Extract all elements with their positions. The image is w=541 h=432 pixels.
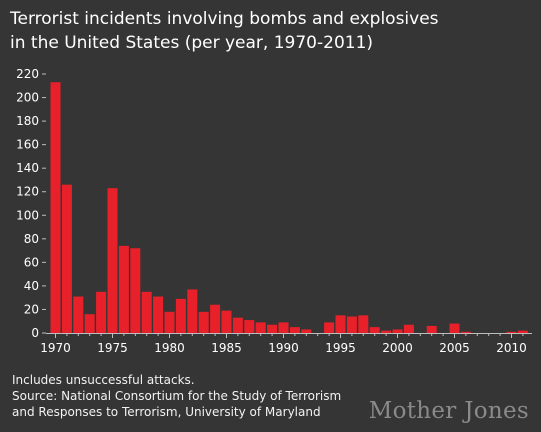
bar-1981 (175, 298, 186, 333)
bar-1983 (198, 311, 209, 333)
x-tick-label: 2005 (439, 341, 470, 355)
x-tick-label: 2000 (382, 341, 413, 355)
bar-1978 (141, 291, 152, 333)
x-tick-label: 1995 (325, 341, 356, 355)
title-line-2: in the United States (per year, 1970-201… (10, 33, 374, 53)
title-line-1: Terrorist incidents involving bombs and … (10, 9, 439, 29)
bar-1988 (255, 322, 266, 333)
bar-2011 (517, 330, 528, 333)
y-tick-label: 100 (16, 208, 39, 222)
x-tick-label: 1970 (40, 341, 71, 355)
bar-1985 (221, 310, 232, 333)
y-tick-label: 200 (16, 91, 39, 105)
bars (50, 82, 528, 333)
x-tick-label: 1985 (211, 341, 242, 355)
chart-title: Terrorist incidents involving bombs and … (10, 7, 510, 55)
bar-1984 (210, 304, 221, 333)
note-source-line-2: and Responses to Terrorism, University o… (12, 405, 321, 419)
bar-2000 (392, 329, 403, 333)
bar-1975 (107, 188, 118, 333)
bar-2010 (506, 331, 517, 333)
bar-1996 (346, 316, 357, 333)
bar-1986 (232, 317, 243, 333)
bar-1980 (164, 311, 175, 333)
bar-1989 (267, 324, 278, 333)
bar-1995 (335, 315, 346, 333)
x-tick-label: 1980 (154, 341, 185, 355)
chart-notes: Includes unsuccessful attacks. Source: N… (12, 372, 341, 420)
note-source-line-1: Source: National Consortium for the Stud… (12, 389, 342, 403)
y-tick-label: 140 (16, 161, 39, 175)
bar-2001 (403, 324, 414, 333)
bar-1994 (324, 322, 335, 333)
x-tick-label: 2010 (496, 341, 527, 355)
bar-2005 (449, 323, 460, 333)
bar-1992 (301, 329, 312, 333)
bar-1977 (130, 248, 141, 333)
bar-1979 (153, 296, 164, 333)
y-tick-label: 220 (16, 67, 39, 81)
y-tick-label: 60 (24, 255, 39, 269)
y-tick-label: 180 (16, 114, 39, 128)
bar-1973 (84, 314, 95, 333)
y-tick-label: 120 (16, 185, 39, 199)
bar-1998 (369, 327, 380, 333)
bar-1991 (289, 327, 300, 333)
bar-1987 (244, 320, 255, 333)
bar-1972 (73, 296, 84, 333)
bar-1971 (61, 184, 72, 333)
bar-1970 (50, 82, 61, 333)
x-tick-label: 1975 (97, 341, 128, 355)
bar-1982 (187, 289, 198, 333)
y-tick-label: 40 (24, 279, 39, 293)
y-tick-label: 0 (31, 326, 39, 340)
mother-jones-logo: Mother Jones (368, 398, 529, 424)
note-unsuccessful: Includes unsuccessful attacks. (12, 373, 195, 387)
bar-1974 (96, 291, 107, 333)
y-tick-label: 80 (24, 232, 39, 246)
x-tick-label: 1990 (268, 341, 299, 355)
bar-1990 (278, 322, 289, 333)
bar-1999 (381, 330, 392, 333)
y-axis: 0 20 40 60 80 100 120 140 160 180 200 220 (16, 67, 46, 340)
bar-1997 (358, 315, 369, 333)
y-tick-label: 20 (24, 302, 39, 316)
bar-1976 (118, 245, 129, 333)
x-axis: 1970 1975 1980 1985 1990 1995 2000 2005 2010 (40, 333, 532, 355)
y-tick-label: 160 (16, 138, 39, 152)
bar-2006 (460, 331, 471, 333)
bar-2003 (426, 325, 437, 333)
